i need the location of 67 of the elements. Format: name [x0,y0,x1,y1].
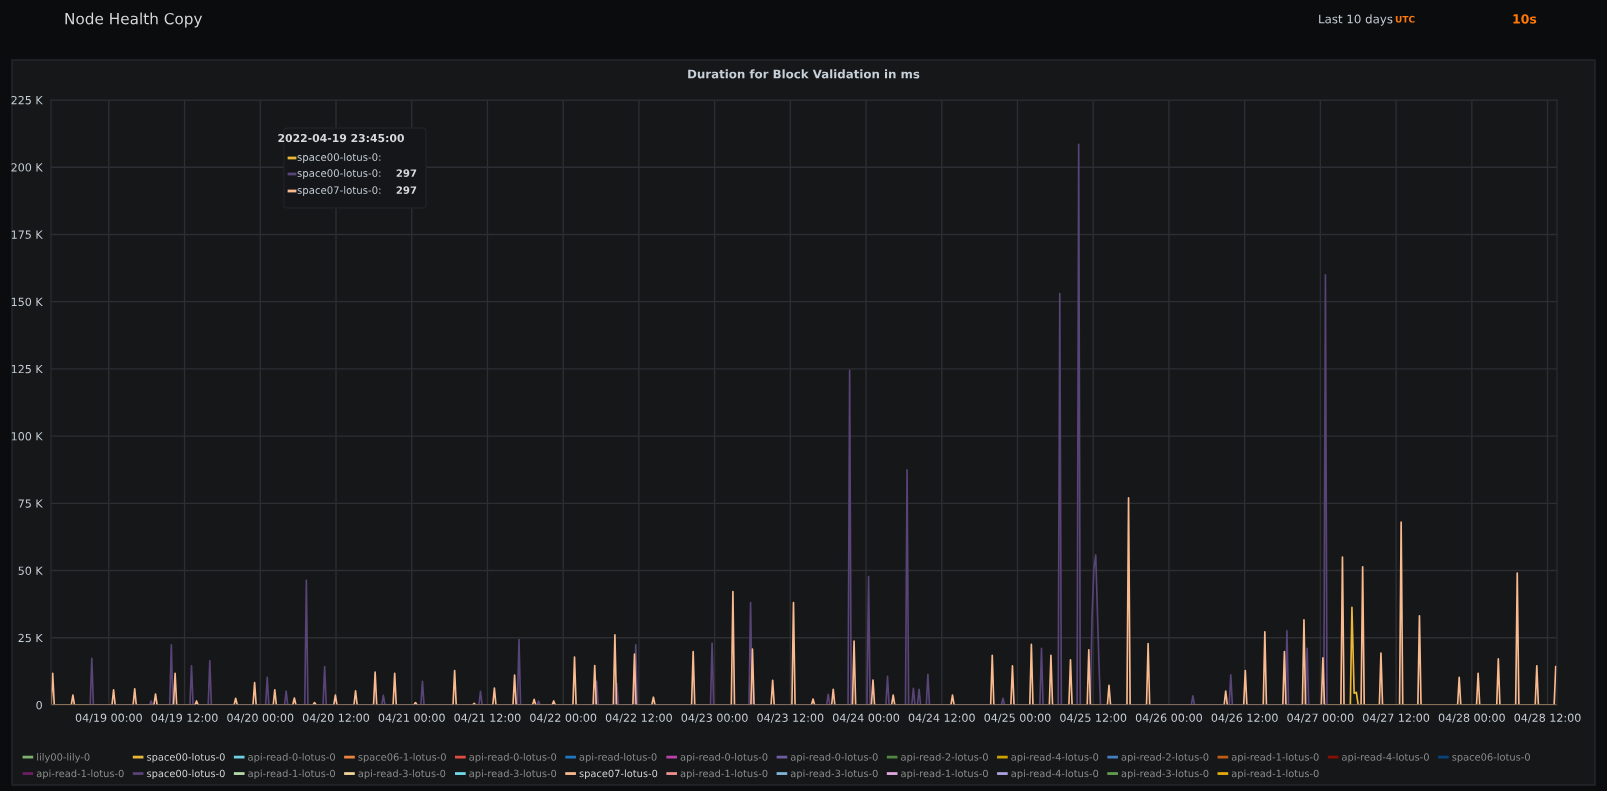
x-tick-label: 04/28 00:00 [1438,713,1505,723]
y-tick-label: 225 K [11,95,43,105]
text: Node Health Copy [65,12,203,28]
y-tick-label: 175 K [11,230,43,239]
x-tick-label: 04/19 00:00 [75,713,142,723]
x-tick-label: 04/21 12:00 [454,713,521,723]
text: UTC [1395,15,1415,23]
x-tick-label: 04/22 12:00 [605,713,672,723]
legend-label: api-read-lotus-0 [579,753,657,763]
annotation: 2022-04-19 23:45:00 [278,133,404,143]
legend-label: api-read-0-lotus-0 [469,753,557,763]
x-tick-label: 04/19 12:00 [151,713,218,723]
legend-label: api-read-1-lotus-0 [680,769,768,780]
x-tick-label: 04/26 00:00 [1135,713,1202,723]
y-tick-label: 150 K [11,297,43,307]
legend-label: space06-lotus-0 [1452,753,1530,763]
x-tick-label: 04/23 12:00 [757,713,824,723]
legend-label: space07-lotus-0 [579,769,658,780]
legend-label: api-read-1-lotus-0 [36,769,124,780]
y-tick-label: 25 K [18,633,43,643]
y-tick-label: 125 K [11,364,43,374]
legend-label: api-read-3-lotus-0 [358,769,446,780]
annotation: space00-lotus-0: [297,153,381,163]
x-tick-label: 04/25 00:00 [984,713,1051,723]
annotation: 297 [396,186,417,194]
chart-title: Duration for Block Validation in ms [688,69,920,79]
legend-label: api-read-1-lotus-0 [248,769,335,780]
annotation: space07-lotus-0: [297,186,381,196]
legend-label: space00-lotus-0 [147,769,225,780]
legend-label: lily00-lily-0 [37,753,90,763]
x-tick-label: 04/24 12:00 [908,713,975,723]
x-tick-label: 04/27 00:00 [1287,713,1354,723]
legend-label: api-read-4-lotus-0 [1011,753,1099,763]
legend-label: api-read-3-lotus-0 [469,769,557,780]
x-tick-label: 04/20 12:00 [302,713,370,723]
legend-label: api-read-1-lotus-0 [1231,769,1319,780]
legend-label: api-read-2-lotus-0 [1121,753,1209,763]
legend-label: api-read-4-lotus-0 [1011,769,1099,780]
legend-label: api-read-4-lotus-0 [1342,753,1429,763]
y-tick-label: 100 K [11,432,43,441]
y-tick-label: 75 K [18,499,43,508]
x-tick-label: 04/26 12:00 [1211,713,1278,723]
x-tick-label: 04/22 00:00 [530,713,597,723]
legend-label: space00-lotus-0 [147,753,225,763]
legend-label: api-read-1-lotus-0 [901,769,988,780]
legend-label: api-read-0-lotus-0 [790,753,878,763]
y-tick-label: 200 K [11,163,43,172]
legend-label: api-read-1-lotus-0 [1231,753,1319,763]
x-tick-label: 04/23 00:00 [681,713,748,723]
y-tick-label: 0 [36,700,42,710]
x-tick-label: 04/21 00:00 [378,713,445,723]
annotation: 297 [396,169,417,177]
text: 10s [1513,14,1537,24]
y-tick-label: 50 K [18,566,43,575]
x-tick-label: 04/20 00:00 [227,713,294,723]
legend-label: api-read-0-lotus-0 [680,753,768,763]
legend-label: api-read-2-lotus-0 [901,753,988,763]
x-tick-label: 04/24 00:00 [833,713,900,723]
legend-label: api-read-3-lotus-0 [1121,769,1209,780]
legend-label: api-read-3-lotus-0 [790,769,878,780]
text: Last 10 days [1319,14,1393,26]
x-tick-label: 04/27 12:00 [1363,713,1430,723]
x-tick-label: 04/25 12:00 [1060,713,1127,723]
legend-label: api-read-0-lotus-0 [248,753,335,763]
annotation: space00-lotus-0: [297,169,381,179]
x-tick-label: 04/28 12:00 [1514,713,1581,723]
legend-label: space06-1-lotus-0 [358,753,446,763]
